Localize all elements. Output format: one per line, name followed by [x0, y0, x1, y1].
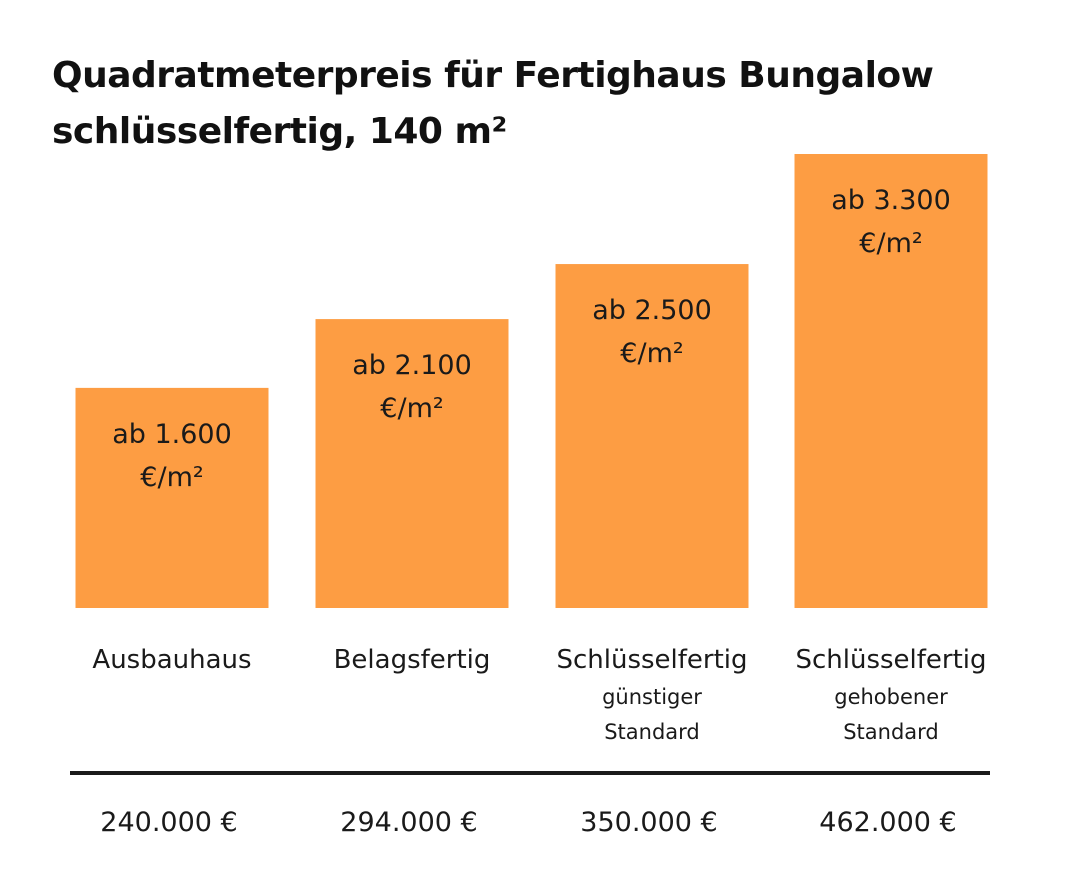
total-price-4: 462.000 €	[819, 807, 956, 838]
bar-value-label-3-1: ab 2.500	[592, 295, 712, 326]
category-sublabel-3-2: Standard	[604, 720, 700, 744]
bar-value-label-3-2: €/m²	[620, 338, 683, 369]
category-label-1: Ausbauhaus	[92, 645, 251, 675]
bar-value-label-2-1: ab 2.100	[352, 350, 472, 381]
chart-title: Quadratmeterpreis für Fertighaus Bungalo…	[52, 48, 1032, 160]
bar-1	[75, 387, 269, 608]
bar-value-label-2-2: €/m²	[380, 393, 443, 424]
bar-value-label-4-1: ab 3.300	[831, 185, 951, 216]
total-price-2: 294.000 €	[340, 807, 477, 838]
total-price-1: 240.000 €	[100, 807, 237, 838]
category-label-2: Belagsfertig	[334, 645, 491, 675]
chart-title-line-2: schlüsselfertig, 140 m²	[52, 111, 507, 152]
bar-2	[315, 319, 509, 608]
category-label-3: Schlüsselfertig	[556, 645, 747, 675]
bar-value-label-1-2: €/m²	[140, 462, 203, 493]
bar-3	[555, 264, 749, 608]
bar-value-label-1-1: ab 1.600	[112, 419, 232, 450]
category-sublabel-4-1: gehobener	[834, 685, 948, 709]
chart-title-line-1: Quadratmeterpreis für Fertighaus Bungalo…	[52, 55, 934, 96]
bar-4	[794, 154, 988, 608]
category-label-4: Schlüsselfertig	[795, 645, 986, 675]
category-sublabel-4-2: Standard	[843, 720, 939, 744]
category-sublabel-3-1: günstiger	[602, 685, 702, 709]
bar-value-label-4-2: €/m²	[859, 228, 922, 259]
total-price-3: 350.000 €	[580, 807, 717, 838]
